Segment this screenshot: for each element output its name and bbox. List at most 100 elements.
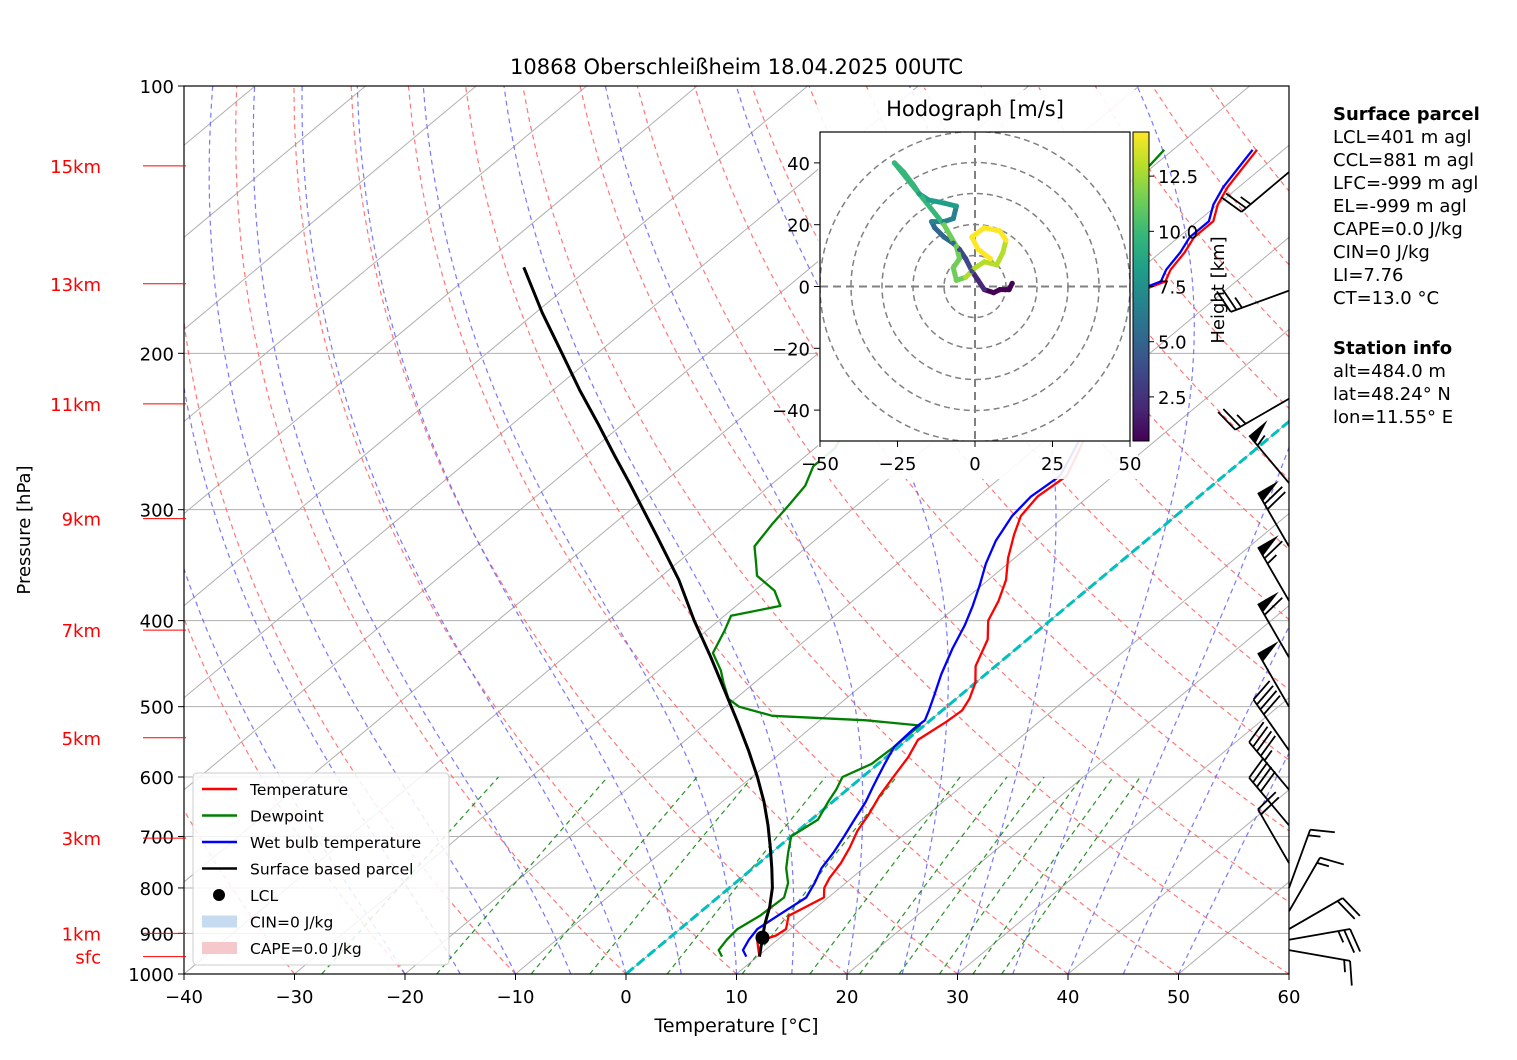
legend-label: Surface based parcel (250, 861, 413, 879)
barb-flag (1257, 791, 1277, 811)
barb-flag (1252, 726, 1269, 748)
cin-value: CIN=0 J/kg (1333, 242, 1430, 263)
x-tick-label: 60 (1278, 987, 1301, 1008)
station-longitude: lon=11.55° E (1333, 407, 1454, 428)
colorbar-tick-label: 7.5 (1158, 278, 1187, 299)
isotherm-line (184, 86, 698, 515)
wind-barb (1257, 791, 1290, 864)
lfc-value: LFC=-999 m agl (1333, 173, 1479, 194)
barb-shaft (1257, 492, 1290, 547)
y-tick-label: 900 (140, 924, 174, 945)
hodograph-point (916, 191, 922, 197)
height-marker-label: 11km (50, 395, 101, 416)
y-tick-label: 600 (140, 768, 174, 789)
hodograph-point (950, 265, 956, 271)
barb-flag (1248, 721, 1265, 743)
hodograph-point (891, 160, 898, 166)
legend-swatch-patch (202, 942, 237, 954)
mixing-ratio-line (898, 776, 1045, 974)
barb-half-flag (1316, 861, 1330, 868)
hodograph-point (925, 197, 932, 203)
dry-adiabat (293, 86, 737, 974)
wind-barbs (1216, 171, 1361, 986)
hodo-x-tick-label: −50 (801, 454, 839, 475)
barb-flag (1259, 771, 1276, 793)
barb-flag (1260, 796, 1280, 816)
height-marker-label: 9km (62, 510, 101, 531)
hodo-x-tick-label: 0 (969, 454, 980, 475)
legend-label: Dewpoint (250, 808, 324, 826)
x-tick-label: 30 (946, 987, 969, 1008)
chart-title: 10868 Oberschleißheim 18.04.2025 00UTC (510, 55, 963, 79)
hodograph-point (953, 243, 960, 249)
wind-barb (1257, 480, 1290, 547)
barb-flag (1319, 856, 1345, 866)
hodograph-point (953, 277, 960, 283)
cape-value: CAPE=0.0 J/kg (1333, 219, 1463, 240)
hodograph-point (997, 286, 1003, 293)
hodograph: Hodograph [m/s] −50 −25 0 25 50 −40 −20 0 20 40 2.5… (772, 90, 1229, 479)
legend: Temperature Dewpoint Wet bulb temperature S… (192, 772, 450, 966)
barb-shaft (1288, 829, 1312, 889)
station-altitude: alt=484.0 m (1333, 361, 1446, 382)
x-tick-label: 50 (1167, 987, 1190, 1008)
legend-label: CIN=0 J/kg (250, 914, 333, 932)
hodograph-segment (926, 197, 947, 206)
legend-label: Temperature (249, 781, 348, 799)
wind-barb (1217, 397, 1290, 431)
hodo-x-tick-label: 50 (1119, 454, 1142, 475)
lcl-marker (755, 930, 770, 945)
wind-barb (1248, 757, 1290, 826)
hodograph-point (975, 277, 981, 283)
hodograph-point (950, 215, 956, 222)
y-tick-label: 500 (140, 698, 174, 719)
barb-shaft (1257, 808, 1290, 864)
hodograph-point (997, 228, 1003, 234)
hodograph-segment (981, 225, 1003, 234)
legend-label: CAPE=0.0 J/kg (250, 940, 362, 958)
station-latitude: lat=48.24° N (1333, 384, 1451, 405)
mixing-ratio-line (972, 776, 1114, 974)
barb-flag (1221, 288, 1238, 311)
barb-shaft (1257, 603, 1290, 658)
x-tick-label: −10 (497, 987, 535, 1008)
y-axis-label: Pressure [hPa] (14, 465, 35, 594)
barb-pennant (1258, 640, 1279, 662)
moist-adiabat (1012, 86, 1195, 974)
wind-barb (1248, 420, 1290, 484)
hodo-y-tick-label: 40 (787, 154, 810, 175)
colorbar-tick-label: 12.5 (1158, 167, 1198, 188)
series-line-3 (522, 266, 774, 957)
parcel-info-panel: Surface parcel LCL=401 m agl CCL=881 m a… (1333, 103, 1480, 429)
hodograph-point (941, 200, 947, 206)
x-tick-label: −30 (276, 987, 314, 1008)
barb-shaft (1288, 928, 1351, 941)
barb-half-flag (1234, 296, 1243, 309)
barb-flag (1252, 761, 1269, 783)
barb-flag (1216, 290, 1232, 313)
colorbar-tick-label: 2.5 (1158, 388, 1187, 409)
hodograph-inner (820, 132, 1130, 441)
wind-barb (1257, 591, 1290, 658)
hodograph-point (1000, 249, 1006, 256)
isotherm-line (294, 144, 1289, 974)
barb-flag (1343, 929, 1356, 953)
barb-flag (1259, 690, 1278, 711)
barb-shaft (1230, 289, 1290, 313)
barb-flag (1342, 897, 1361, 917)
height-marker-label: 15km (50, 157, 101, 178)
isotherm-line (846, 605, 1289, 974)
barb-half-flag (1236, 414, 1247, 425)
dry-adiabat (922, 86, 1289, 551)
height-marker-label: 7km (62, 621, 101, 642)
barb-shaft (1240, 171, 1290, 213)
isotherm-line (957, 697, 1289, 974)
isotherm-line (184, 86, 366, 238)
li-value: LI=7.76 (1333, 265, 1404, 286)
y-tick-label: 100 (140, 77, 174, 98)
x-tick-label: 0 (620, 987, 631, 1008)
hodograph-area (820, 132, 1130, 441)
moist-adiabat (301, 86, 627, 974)
moist-adiabat (252, 86, 572, 974)
barb-flag (1263, 540, 1283, 560)
